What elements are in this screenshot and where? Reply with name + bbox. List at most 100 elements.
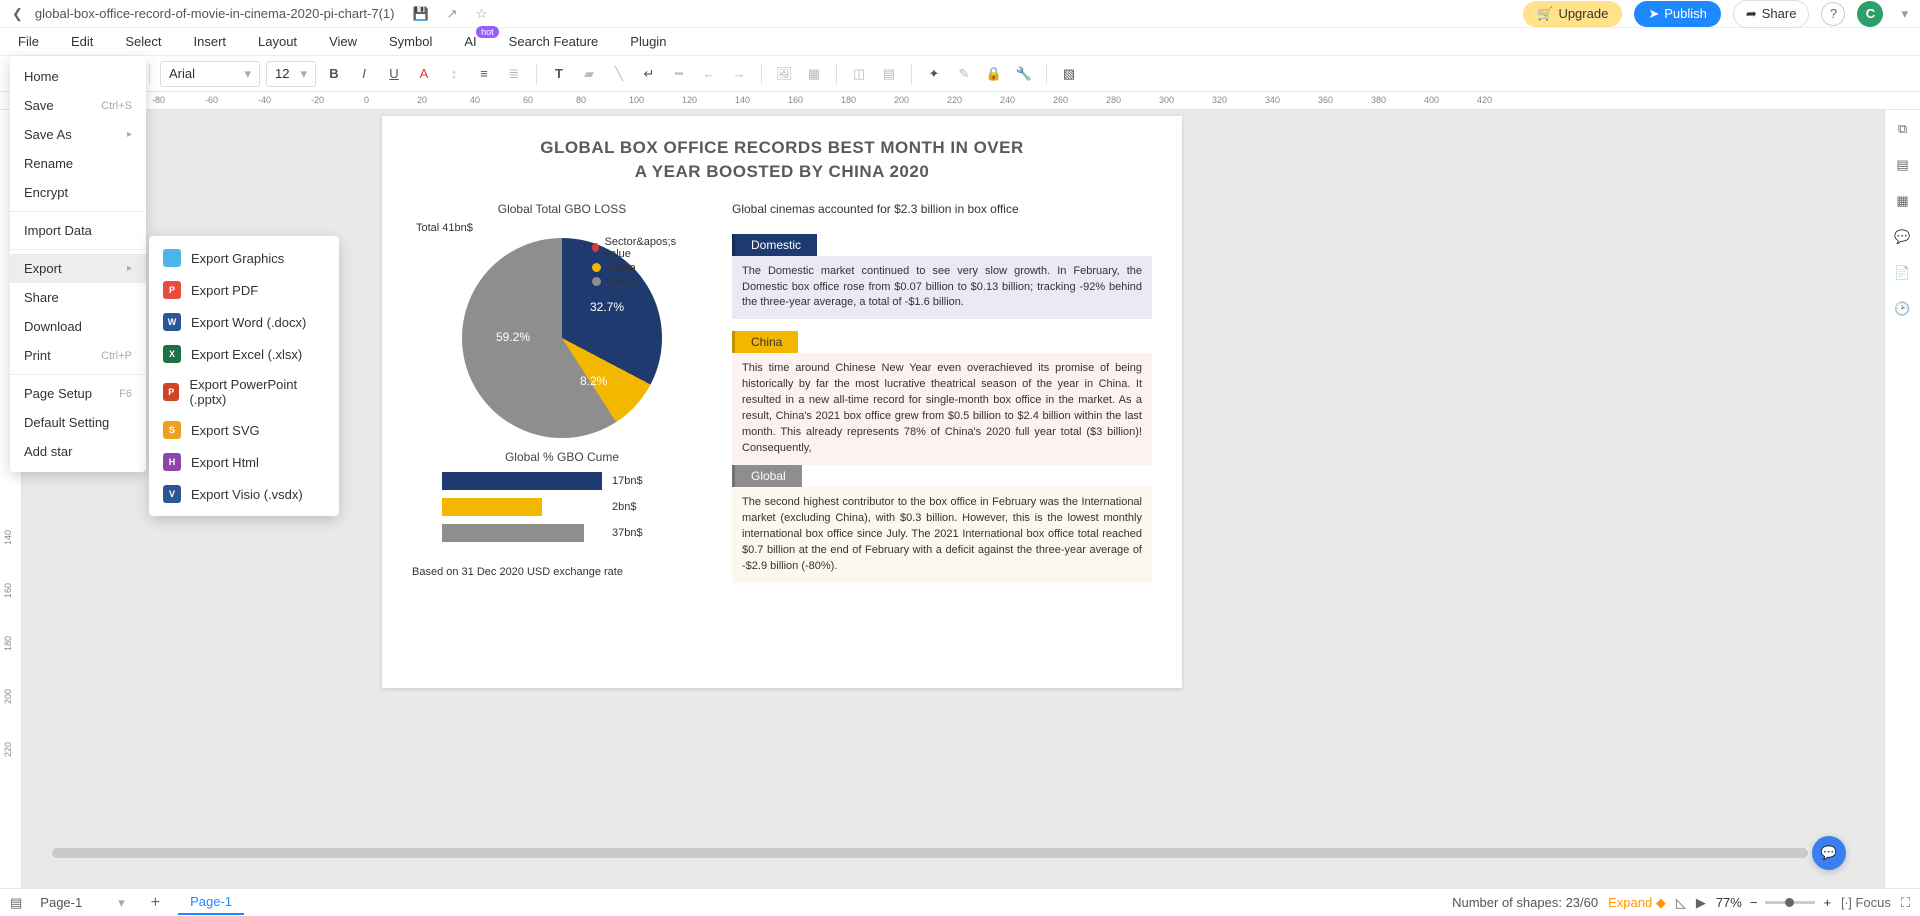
line-spacing-icon[interactable]: ≣ (502, 62, 526, 86)
menu-item-home[interactable]: Home (10, 62, 146, 91)
zoom-out-button[interactable]: − (1750, 895, 1758, 910)
chat-bubble-icon[interactable]: 💬 (1812, 836, 1846, 870)
export-excel[interactable]: XExport Excel (.xlsx) (149, 338, 339, 370)
effects-icon[interactable]: ✦ (922, 62, 946, 86)
menu-item-export[interactable]: Export▸ (10, 254, 146, 283)
upgrade-button[interactable]: 🛒 Upgrade (1523, 1, 1622, 27)
menu-edit[interactable]: Edit (71, 34, 93, 49)
file-menu-dropdown: Home SaveCtrl+S Save As▸ Rename Encrypt … (10, 56, 146, 472)
horizontal-scrollbar[interactable] (52, 848, 1844, 858)
layers-icon[interactable]: ▤ (1892, 154, 1914, 176)
italic-icon[interactable]: I (352, 62, 376, 86)
bold-icon[interactable]: B (322, 62, 346, 86)
section-text-china: This time around Chinese New Year even o… (732, 353, 1152, 465)
properties-icon[interactable]: 📄 (1892, 262, 1914, 284)
menu-item-page-setup[interactable]: Page SetupF6 (10, 379, 146, 408)
export-word[interactable]: WExport Word (.docx) (149, 306, 339, 338)
statusbar: ▤ Page-1 ▾ + Page-1 Number of shapes: 23… (0, 888, 1920, 916)
help-icon[interactable]: ? (1821, 2, 1845, 26)
layers-status-icon[interactable]: ◺ (1676, 895, 1686, 911)
edit-icon[interactable]: ✎ (952, 62, 976, 86)
bar-chart: 17bn$2bn$37bn$ (412, 472, 712, 542)
fill-icon[interactable]: ▰ (577, 62, 601, 86)
save-icon[interactable]: 💾 (412, 6, 428, 22)
focus-icon[interactable]: [∙] Focus (1841, 895, 1891, 910)
export-pdf[interactable]: PExport PDF (149, 274, 339, 306)
fit-icon[interactable]: ▧ (1057, 62, 1081, 86)
menu-item-share[interactable]: Share (10, 283, 146, 312)
align-objects-icon[interactable]: ◫ (847, 62, 871, 86)
upgrade-label: Upgrade (1558, 6, 1608, 21)
share-button[interactable]: ➦ Share (1733, 0, 1810, 28)
menu-item-rename[interactable]: Rename (10, 149, 146, 178)
footnote: Based on 31 Dec 2020 USD exchange rate (412, 566, 712, 578)
presentation-icon[interactable]: ▶ (1696, 895, 1706, 911)
comment-icon[interactable]: 💬 (1892, 226, 1914, 248)
menu-search-feature[interactable]: Search Feature (509, 34, 599, 49)
menu-item-print[interactable]: PrintCtrl+P (10, 341, 146, 370)
export-visio[interactable]: VExport Visio (.vsdx) (149, 478, 339, 510)
menu-item-save[interactable]: SaveCtrl+S (10, 91, 146, 120)
pie-legend: Sector&apos;s value China Global (592, 236, 679, 290)
menu-ai[interactable]: AIhot (464, 34, 476, 49)
menu-item-download[interactable]: Download (10, 312, 146, 341)
line-icon[interactable]: ╲ (607, 62, 631, 86)
menu-item-encrypt[interactable]: Encrypt (10, 178, 146, 207)
menu-item-import-data[interactable]: Import Data (10, 216, 146, 245)
line-weight-icon[interactable]: ━ (667, 62, 691, 86)
page-tab-active[interactable]: Page-1 (178, 890, 244, 915)
avatar[interactable]: C (1857, 1, 1883, 27)
bars-title: Global % GBO Cume (412, 450, 712, 464)
fullscreen-icon[interactable]: ⛶ (1901, 895, 1910, 911)
section-badge-domestic: Domestic (732, 234, 817, 256)
tools-icon[interactable]: 🔧 (1012, 62, 1036, 86)
publish-button[interactable]: ➤ Publish (1634, 1, 1721, 27)
menu-item-default-setting[interactable]: Default Setting (10, 408, 146, 437)
menu-symbol[interactable]: Symbol (389, 34, 432, 49)
text-height-icon[interactable]: ↕ (442, 62, 466, 86)
image-icon[interactable]: 🖼 (772, 62, 796, 86)
menu-item-add-star[interactable]: Add star (10, 437, 146, 466)
open-new-icon[interactable]: ↗ (447, 6, 458, 22)
menu-select[interactable]: Select (125, 34, 161, 49)
export-ppt[interactable]: PExport PowerPoint (.pptx) (149, 370, 339, 414)
section-text-domestic: The Domestic market continued to see ver… (732, 256, 1152, 320)
expand-button[interactable]: Expand ◆ (1608, 895, 1666, 911)
lock-icon[interactable]: 🔒 (982, 62, 1006, 86)
pages-icon[interactable]: ▤ (10, 895, 22, 911)
export-html[interactable]: HExport Html (149, 446, 339, 478)
underline-icon[interactable]: U (382, 62, 406, 86)
pie-chart: 59.2% 32.7% 8.2% Sector&apos;s value Chi… (462, 238, 662, 438)
star-icon[interactable]: ☆ (476, 6, 488, 22)
menu-file[interactable]: File (18, 34, 39, 49)
cursor-icon[interactable]: ⧉ (1892, 118, 1914, 140)
ruler-horizontal: -80-60-40-200204060801001201401601802002… (0, 92, 1920, 110)
menu-item-save-as[interactable]: Save As▸ (10, 120, 146, 149)
history-icon[interactable]: 🕑 (1892, 298, 1914, 320)
zoom-in-button[interactable]: + (1823, 895, 1831, 910)
export-svg[interactable]: SExport SVG (149, 414, 339, 446)
menu-layout[interactable]: Layout (258, 34, 297, 49)
menu-insert[interactable]: Insert (194, 34, 227, 49)
arrow-end-icon[interactable]: → (727, 62, 751, 86)
chevron-down-icon[interactable]: ▾ (1901, 6, 1908, 22)
arrow-start-icon[interactable]: ← (697, 62, 721, 86)
shapes-panel-icon[interactable]: ▦ (1892, 190, 1914, 212)
export-graphics[interactable]: Export Graphics (149, 242, 339, 274)
page-select[interactable]: Page-1 ▾ (32, 893, 132, 913)
add-page-button[interactable]: + (143, 894, 168, 912)
text-tool-icon[interactable]: T (547, 62, 571, 86)
connector-icon[interactable]: ↵ (637, 62, 661, 86)
font-family-select[interactable]: Arial▾ (160, 61, 260, 87)
table-icon[interactable]: ▦ (802, 62, 826, 86)
pie-slice-global-label: 59.2% (496, 330, 530, 344)
align-left-icon[interactable]: ≡ (472, 62, 496, 86)
intro-text: Global cinemas accounted for $2.3 billio… (732, 202, 1152, 216)
zoom-slider[interactable] (1765, 901, 1815, 904)
menu-plugin[interactable]: Plugin (630, 34, 666, 49)
back-icon[interactable]: ❮ (12, 6, 23, 22)
font-size-select[interactable]: 12▾ (266, 61, 316, 87)
font-color-icon[interactable]: A (412, 62, 436, 86)
menu-view[interactable]: View (329, 34, 357, 49)
distribute-icon[interactable]: ▤ (877, 62, 901, 86)
